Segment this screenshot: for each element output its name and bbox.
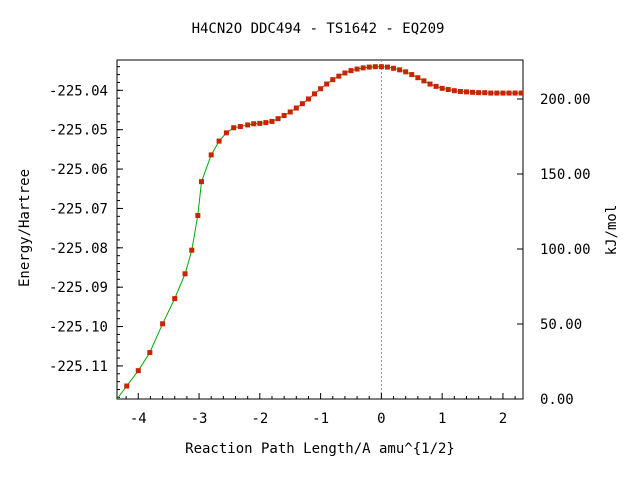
data-point [427,81,433,87]
data-point [348,68,354,74]
data-point [251,121,257,127]
y-tick-label: -225.08 [49,241,108,257]
data-point [506,90,512,96]
data-point [336,73,342,79]
data-points [124,64,524,389]
plot-frame [116,59,524,400]
data-point [281,113,287,119]
data-point [172,296,178,302]
x-tick-label: -4 [130,411,147,427]
chart-title: H4CN2O DDC494 - TS1642 - EQ209 [192,21,445,37]
data-point [354,66,360,72]
data-point [293,105,299,111]
y-tick-label: -225.09 [49,280,108,296]
data-point [189,247,195,253]
y-tick-label: -225.04 [49,83,108,99]
data-point [223,130,229,136]
data-point [287,109,293,115]
data-point [378,64,384,70]
data-point [305,96,311,102]
y2-tick-label: 100.00 [540,242,591,258]
data-point [409,72,415,78]
data-point [391,65,397,71]
data-point [451,88,457,94]
data-point [488,90,494,96]
y2-tick-label: 150.00 [540,167,591,183]
data-point [324,81,330,87]
x-tick-label: 0 [377,411,385,427]
data-point [245,122,251,128]
data-point [384,64,390,70]
y-axis-label: Energy/Hartree [17,169,33,287]
data-point [439,85,445,91]
data-point [433,83,439,89]
data-point [421,78,427,84]
energy-curve [116,66,522,400]
data-point [372,64,378,70]
data-point [470,89,476,95]
y-tick-label: -225.06 [49,162,108,178]
data-point [360,65,366,71]
data-point [263,120,269,126]
data-point [397,67,403,73]
y2-axis-ticks: 0.00 50.00 100.00 150.00 200.00 [517,92,591,408]
data-point [216,138,222,144]
data-point [231,125,237,131]
data-point [415,75,421,81]
x-tick-label: -3 [191,411,208,427]
data-point [160,321,166,327]
data-point [512,90,518,96]
data-point [198,179,204,185]
data-point [518,90,524,96]
data-point [237,124,243,130]
data-point [312,91,318,97]
data-point [147,350,153,356]
y-tick-label: -225.05 [49,123,108,139]
data-point [299,101,305,107]
x-axis-ticks: -4 -3 -2 -1 0 1 2 [125,393,516,427]
data-point [457,88,463,94]
x-tick-label: -1 [312,411,329,427]
y2-axis-label: kJ/mol [604,205,620,256]
data-point [135,368,141,374]
data-point [494,90,500,96]
data-point [403,69,409,75]
x-axis-label: Reaction Path Length/A amu^{1/2} [185,441,455,457]
data-point [124,383,130,389]
data-point [195,213,201,219]
y2-tick-label: 50.00 [540,317,582,333]
y-tick-label: -225.10 [49,320,108,336]
data-point [445,87,451,93]
data-point [330,77,336,83]
data-point [275,116,281,122]
y-tick-label: -225.11 [49,359,108,375]
data-point [318,86,324,92]
data-point [269,118,275,124]
data-point [257,120,263,126]
y2-tick-label: 0.00 [540,392,574,408]
plot-area: -4 -3 -2 -1 0 1 2 -225.04 -225.05 -225.06 -225.07… [49,59,591,427]
x-tick-label: 1 [438,411,446,427]
data-point [208,152,214,158]
y2-tick-label: 200.00 [540,92,591,108]
x-tick-label: -2 [251,411,268,427]
data-point [366,64,372,70]
data-point [482,90,488,96]
data-point [182,271,188,277]
data-point [476,90,482,96]
data-point [463,89,469,95]
data-point [500,90,506,96]
data-point [342,70,348,76]
y-axis-ticks: -225.04 -225.05 -225.06 -225.07 -225.08 -225.… [49,66,123,398]
y-tick-label: -225.07 [49,201,108,217]
x-tick-label: 2 [499,411,507,427]
